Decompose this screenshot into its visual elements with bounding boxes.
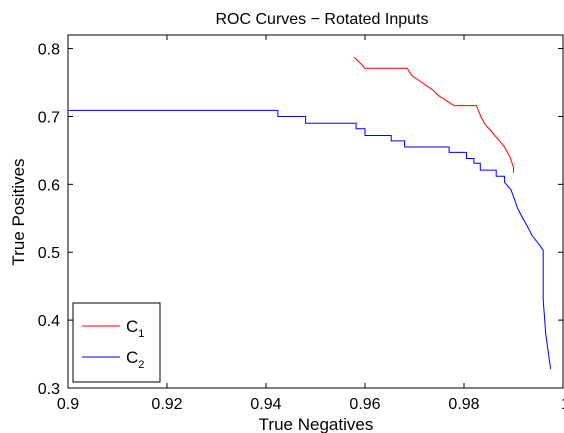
series-line-c2 (68, 109, 552, 370)
y-tick-label: 0.6 (38, 177, 60, 194)
chart-title: ROC Curves − Rotated Inputs (216, 11, 429, 28)
y-tick-label: 0.3 (38, 381, 60, 398)
ticks-group: 0.9 0.92 0.94 0.96 0.98 1 0.3 0.4 0.5 0.6 0.7 0.8 (38, 35, 564, 413)
x-tick-label: 1 (561, 396, 564, 413)
x-tick-label: 0.96 (349, 396, 380, 413)
y-tick-label: 0.8 (38, 42, 60, 59)
y-tick-label: 0.4 (38, 313, 60, 330)
y-axis-label: True Positives (9, 158, 28, 265)
x-tick-label: 0.98 (448, 396, 479, 413)
x-tick-label: 0.9 (57, 396, 79, 413)
legend-box (72, 302, 161, 383)
y-tick-label: 0.5 (38, 245, 60, 262)
legend-label-c1: C1 (126, 317, 144, 340)
x-axis-label: True Negatives (259, 415, 374, 433)
y-tick-label: 0.7 (38, 109, 60, 126)
legend-label-c2: C2 (126, 348, 144, 371)
legend: C1 C2 (72, 302, 161, 383)
series-line-c1 (353, 57, 514, 173)
x-tick-label: 0.94 (250, 396, 281, 413)
x-tick-label: 0.92 (151, 396, 182, 413)
series-lines (68, 57, 552, 370)
